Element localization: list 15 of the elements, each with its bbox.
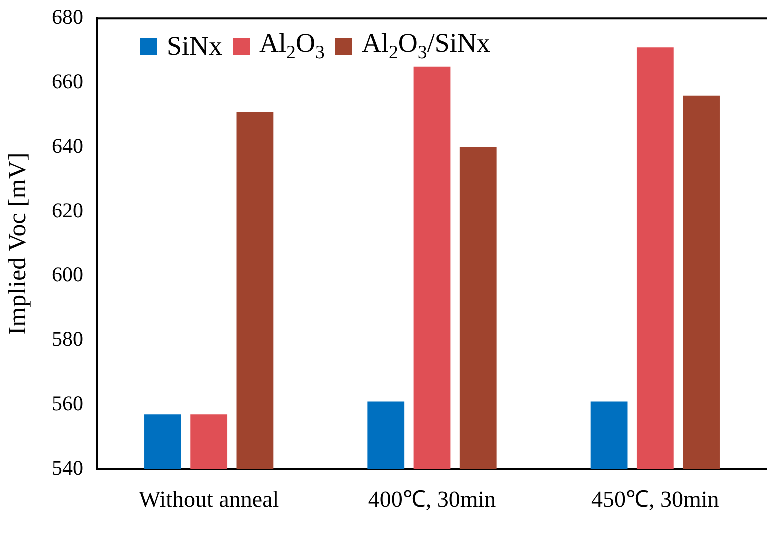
x-tick-label: 450℃, 30min <box>592 487 720 512</box>
legend-label: Al$_{2}$O$_{3}$ <box>260 28 325 64</box>
y-tick-label: 620 <box>52 198 84 222</box>
legend-label: SiNx <box>167 30 223 62</box>
legend-label: Al$_{2}$O$_{3}$/SiNx <box>362 28 490 64</box>
y-axis-title: Implied Voc [mV] <box>4 152 32 336</box>
y-tick-label: 580 <box>52 327 84 352</box>
y-tick-label: 540 <box>52 456 84 480</box>
y-tick-label: 600 <box>52 262 84 287</box>
x-tick-label: Without anneal <box>138 487 280 512</box>
y-tick-label: 560 <box>52 392 84 416</box>
y-tick-label: 640 <box>52 134 84 158</box>
y-tick-label: 680 <box>52 5 84 30</box>
x-tick-label: 400℃, 30min <box>368 487 497 512</box>
y-tick-label: 660 <box>52 70 84 94</box>
